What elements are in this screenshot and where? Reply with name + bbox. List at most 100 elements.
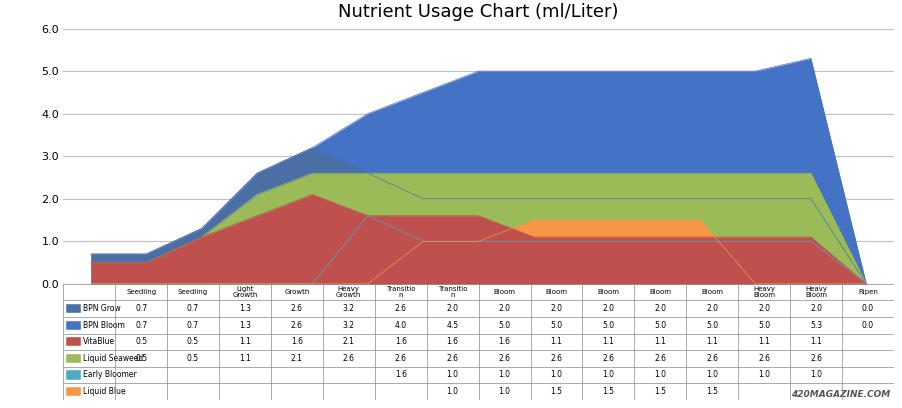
Text: Seedling: Seedling [126, 289, 156, 295]
Text: BPN Grow: BPN Grow [83, 304, 121, 313]
Text: 2.1: 2.1 [290, 354, 302, 363]
Text: 1.0: 1.0 [758, 370, 769, 379]
Text: 2.6: 2.6 [550, 354, 562, 363]
Text: VitaBlue: VitaBlue [83, 337, 115, 346]
Text: 1.1: 1.1 [550, 337, 562, 346]
Text: 3.2: 3.2 [343, 321, 354, 330]
Text: 1.0: 1.0 [654, 370, 666, 379]
Text: Ripen: Ripen [857, 289, 877, 295]
Text: Bloom: Bloom [649, 289, 670, 295]
Text: 2.6: 2.6 [758, 354, 769, 363]
Text: Liquid Blue: Liquid Blue [83, 387, 125, 396]
Text: 1.3: 1.3 [239, 304, 251, 313]
Text: 0.5: 0.5 [135, 337, 147, 346]
Text: 0.5: 0.5 [187, 337, 198, 346]
Text: 5.0: 5.0 [654, 321, 666, 330]
Text: 2.0: 2.0 [654, 304, 666, 313]
Text: Bloom: Bloom [597, 289, 619, 295]
Text: 1.1: 1.1 [239, 337, 251, 346]
Text: 2.6: 2.6 [394, 354, 406, 363]
Bar [66, 387, 81, 396]
Text: 1.1: 1.1 [705, 337, 717, 346]
Text: 1.1: 1.1 [758, 337, 769, 346]
Text: 4.0: 4.0 [394, 321, 406, 330]
Text: 4.5: 4.5 [446, 321, 458, 330]
Text: Bloom: Bloom [493, 289, 515, 295]
Text: 1.0: 1.0 [809, 370, 821, 379]
Text: 2.6: 2.6 [654, 354, 666, 363]
Bar [66, 370, 81, 379]
Text: 1.0: 1.0 [446, 387, 458, 396]
Text: 0.0: 0.0 [861, 304, 873, 313]
Text: Light
Growth: Light Growth [232, 286, 257, 298]
Text: 2.6: 2.6 [290, 304, 302, 313]
Text: 1.0: 1.0 [446, 370, 458, 379]
Text: 2.6: 2.6 [343, 354, 354, 363]
Title: Nutrient Usage Chart (ml/Liter): Nutrient Usage Chart (ml/Liter) [338, 3, 618, 22]
Text: 0.7: 0.7 [135, 321, 147, 330]
Text: 5.0: 5.0 [602, 321, 613, 330]
Text: Heavy
Growth: Heavy Growth [336, 286, 361, 298]
Text: 0.0: 0.0 [861, 321, 873, 330]
Text: 0.7: 0.7 [187, 321, 198, 330]
Text: Heavy
Bloom: Heavy Bloom [805, 286, 826, 298]
Text: 2.6: 2.6 [602, 354, 613, 363]
Text: 2.6: 2.6 [394, 304, 406, 313]
Text: 1.5: 1.5 [654, 387, 666, 396]
Text: Heavy
Bloom: Heavy Bloom [752, 286, 774, 298]
Text: 5.0: 5.0 [498, 321, 510, 330]
Text: 2.0: 2.0 [550, 304, 562, 313]
Text: 2.0: 2.0 [498, 304, 510, 313]
Text: 1.1: 1.1 [239, 354, 251, 363]
Text: 1.1: 1.1 [809, 337, 821, 346]
Bar [66, 337, 81, 346]
Text: 2.0: 2.0 [758, 304, 769, 313]
Text: 2.6: 2.6 [705, 354, 717, 363]
Text: 5.0: 5.0 [705, 321, 717, 330]
Text: Transitio
n: Transitio n [385, 286, 415, 298]
Text: 2.6: 2.6 [809, 354, 821, 363]
Text: Bloom: Bloom [701, 289, 723, 295]
Text: 1.6: 1.6 [394, 370, 406, 379]
Text: 2.6: 2.6 [446, 354, 458, 363]
Text: 1.0: 1.0 [705, 370, 717, 379]
Text: 2.6: 2.6 [498, 354, 510, 363]
Text: 0.7: 0.7 [135, 304, 147, 313]
Text: Bloom: Bloom [545, 289, 566, 295]
Text: 2.6: 2.6 [290, 321, 302, 330]
Text: 5.3: 5.3 [809, 321, 821, 330]
Text: 1.6: 1.6 [290, 337, 302, 346]
Text: 1.3: 1.3 [239, 321, 251, 330]
Bar [66, 354, 81, 363]
Text: 0.7: 0.7 [187, 304, 198, 313]
Text: 1.1: 1.1 [654, 337, 666, 346]
Text: 1.0: 1.0 [602, 370, 613, 379]
Text: 1.5: 1.5 [602, 387, 613, 396]
Text: Seedling: Seedling [178, 289, 207, 295]
Text: 1.6: 1.6 [394, 337, 406, 346]
Text: 0.5: 0.5 [135, 354, 147, 363]
Text: Early Bloomer: Early Bloomer [83, 370, 136, 379]
Text: 5.0: 5.0 [758, 321, 769, 330]
Text: 5.0: 5.0 [550, 321, 562, 330]
Text: 2.0: 2.0 [705, 304, 717, 313]
Text: 1.5: 1.5 [705, 387, 717, 396]
Text: Growth: Growth [284, 289, 309, 295]
Bar [66, 321, 81, 330]
Text: 1.6: 1.6 [446, 337, 458, 346]
Text: Liquid Seaweed: Liquid Seaweed [83, 354, 143, 363]
Text: 1.0: 1.0 [550, 370, 562, 379]
Text: 2.0: 2.0 [809, 304, 821, 313]
Text: 0.5: 0.5 [187, 354, 198, 363]
Text: 1.5: 1.5 [550, 387, 562, 396]
Text: Transitio
n: Transitio n [437, 286, 467, 298]
Bar [66, 304, 81, 313]
Text: 1.6: 1.6 [498, 337, 510, 346]
Text: 1.0: 1.0 [498, 370, 510, 379]
Text: 2.0: 2.0 [602, 304, 613, 313]
Text: 1.0: 1.0 [498, 387, 510, 396]
Text: 3.2: 3.2 [343, 304, 354, 313]
Text: 2.1: 2.1 [343, 337, 354, 346]
Text: 2.0: 2.0 [446, 304, 458, 313]
Text: BPN Bloom: BPN Bloom [83, 321, 124, 330]
